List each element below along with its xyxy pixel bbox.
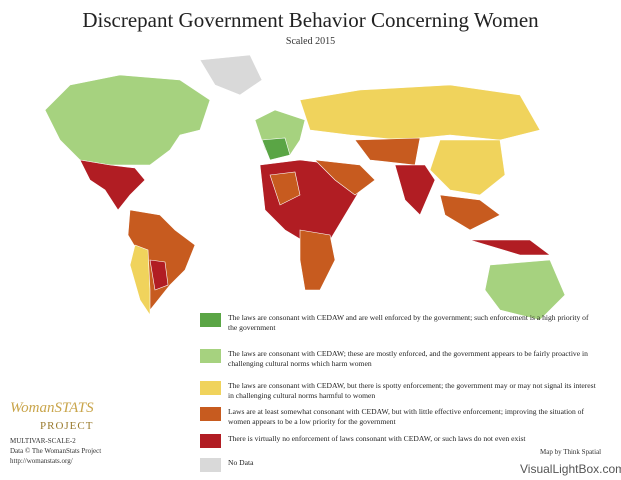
- map-credit: Map by Think Spatial: [540, 448, 602, 456]
- legend-label: The laws are consonant with CEDAW; these…: [228, 349, 588, 368]
- legend-swatch: [200, 313, 221, 327]
- watermark: VisualLightBox.com: [520, 462, 621, 476]
- legend-swatch: [200, 349, 221, 363]
- url: http://womanstats.org/: [10, 457, 73, 465]
- world-map: [44, 54, 566, 321]
- legend-swatch: [200, 407, 221, 421]
- legend-label: There is virtually no enforcement of law…: [228, 434, 526, 443]
- logo-brand: WomanSTATS: [10, 400, 94, 416]
- scale-label: MULTIVAR-SCALE-2: [10, 437, 76, 445]
- data-credit: Data © The WomanStats Project: [10, 447, 102, 455]
- legend-label: The laws are consonant with CEDAW, but t…: [228, 381, 596, 400]
- legend-swatch: [200, 458, 221, 472]
- subtitle: Scaled 2015: [285, 36, 336, 47]
- legend-swatch: [200, 434, 221, 448]
- logo-sub: PROJECT: [40, 420, 94, 432]
- legend-label: The laws are consonant with CEDAW and ar…: [228, 313, 589, 332]
- title: Discrepant Government Behavior Concernin…: [82, 8, 539, 32]
- legend-label: No Data: [228, 458, 254, 467]
- legend-label: Laws are at least somewhat consonant wit…: [228, 407, 584, 426]
- legend-swatch: [200, 381, 221, 395]
